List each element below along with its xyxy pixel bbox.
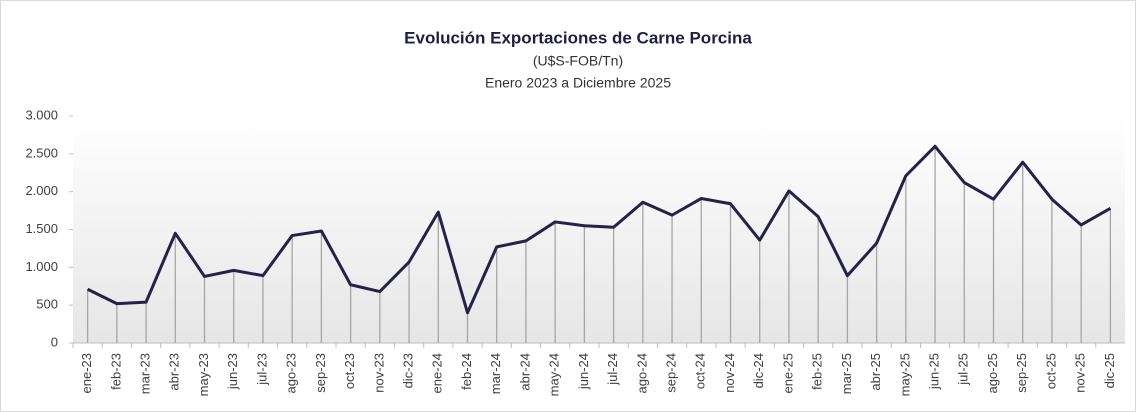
y-tick-label: 500 (36, 297, 58, 312)
x-tick-label: may-25 (897, 353, 912, 396)
x-tick-label: oct-23 (342, 353, 357, 389)
x-tick-label: nov-24 (722, 353, 737, 393)
x-tick-label: jun-23 (225, 353, 240, 390)
x-tick-label: abr-23 (167, 353, 182, 391)
x-tick-label: ago-25 (985, 353, 1000, 393)
x-tick-label: abr-25 (868, 353, 883, 391)
x-tick-label: jun-24 (576, 353, 591, 390)
x-tick-label: may-24 (547, 353, 562, 396)
y-tick-label: 0 (51, 334, 58, 349)
x-tick-label: mar-23 (137, 353, 152, 394)
x-tick-label: mar-25 (839, 353, 854, 394)
x-tick-label: feb-24 (459, 353, 474, 390)
line-series (86, 144, 1112, 315)
y-tick-label: 2.500 (25, 145, 58, 160)
y-tick-label: 2.000 (25, 183, 58, 198)
x-tick-label: oct-24 (693, 353, 708, 389)
x-tick-label: ago-24 (634, 353, 649, 393)
x-tick-label: oct-25 (1043, 353, 1058, 389)
x-tick-label: dic-25 (1102, 353, 1117, 388)
subtitle: (U$S-FOB/Tn) (533, 53, 623, 69)
x-tick-label: feb-25 (810, 353, 825, 390)
x-tick-label: abr-24 (517, 353, 532, 391)
x-tick-label: jul-25 (956, 353, 971, 386)
x-tick-label: feb-23 (108, 353, 123, 390)
x-tick-label: dic-24 (751, 353, 766, 388)
x-tick-label: jul-24 (605, 353, 620, 386)
x-tick-label: jun-25 (926, 353, 941, 390)
x-tick-label: mar-24 (488, 353, 503, 394)
x-tick-label: nov-25 (1073, 353, 1088, 393)
x-tick-label: sep-23 (313, 353, 328, 393)
x-tick-label: ene-24 (430, 353, 445, 393)
x-tick-label: dic-23 (400, 353, 415, 388)
y-tick-label: 3.000 (25, 107, 58, 122)
x-tick-label: sep-24 (663, 353, 678, 393)
chart-title: Evolución Exportaciones de Carne Porcina (404, 28, 752, 47)
plot-area (73, 116, 1125, 343)
x-tick-label: nov-23 (371, 353, 386, 393)
y-tick-label: 1.000 (25, 259, 58, 274)
x-tick-label: sep-25 (1014, 353, 1029, 393)
x-tick-label: ene-25 (780, 353, 795, 393)
x-tick-label: ene-23 (79, 353, 94, 393)
x-tick-label: jul-23 (254, 353, 269, 386)
x-tick-label: ago-23 (284, 353, 299, 393)
subtitle: Enero 2023 a Diciembre 2025 (485, 75, 671, 91)
x-tick-label: may-23 (196, 353, 211, 396)
y-tick-label: 1.500 (25, 221, 58, 236)
